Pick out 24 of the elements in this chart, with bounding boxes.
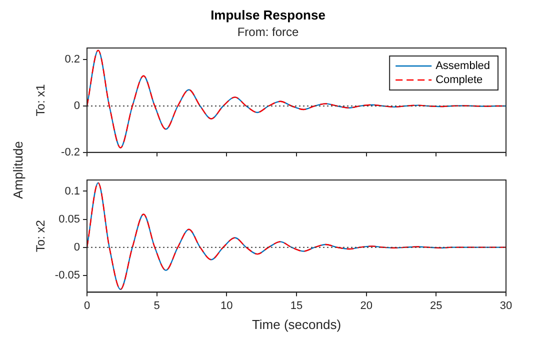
text: Amplitude (10, 141, 26, 199)
x-axis-title: Time (seconds) (252, 316, 342, 332)
y-tick-label: 0 (74, 241, 80, 254)
x-tick-label: 0 (84, 300, 90, 312)
x-tick-label: 25 (430, 300, 442, 312)
y-tick-label: -0.05 (54, 269, 80, 282)
x-tick-label: 15 (290, 300, 303, 312)
x-tick-label: 5 (154, 300, 160, 312)
y-axis-title: To: x1 (34, 84, 48, 116)
chart-subtitle: From: force (237, 25, 299, 40)
y-axis-title: To: x2 (34, 220, 48, 252)
x-tick-label: 10 (220, 300, 233, 312)
chart-title: Impulse Response (210, 7, 326, 22)
legend-label: Assembled (436, 60, 490, 72)
y-tick-label: 0.2 (64, 54, 80, 66)
y-tick-label: -0.2 (61, 146, 80, 158)
line-series (87, 182, 506, 290)
y-tick-label: 0.1 (64, 185, 80, 198)
x-tick-label: 20 (360, 300, 372, 312)
y-tick-label: 0.05 (58, 213, 80, 226)
legend-label: Complete (436, 74, 483, 86)
line-series (87, 50, 506, 148)
y-tick-label: 0 (74, 100, 80, 112)
x-tick-label: 30 (500, 300, 512, 312)
